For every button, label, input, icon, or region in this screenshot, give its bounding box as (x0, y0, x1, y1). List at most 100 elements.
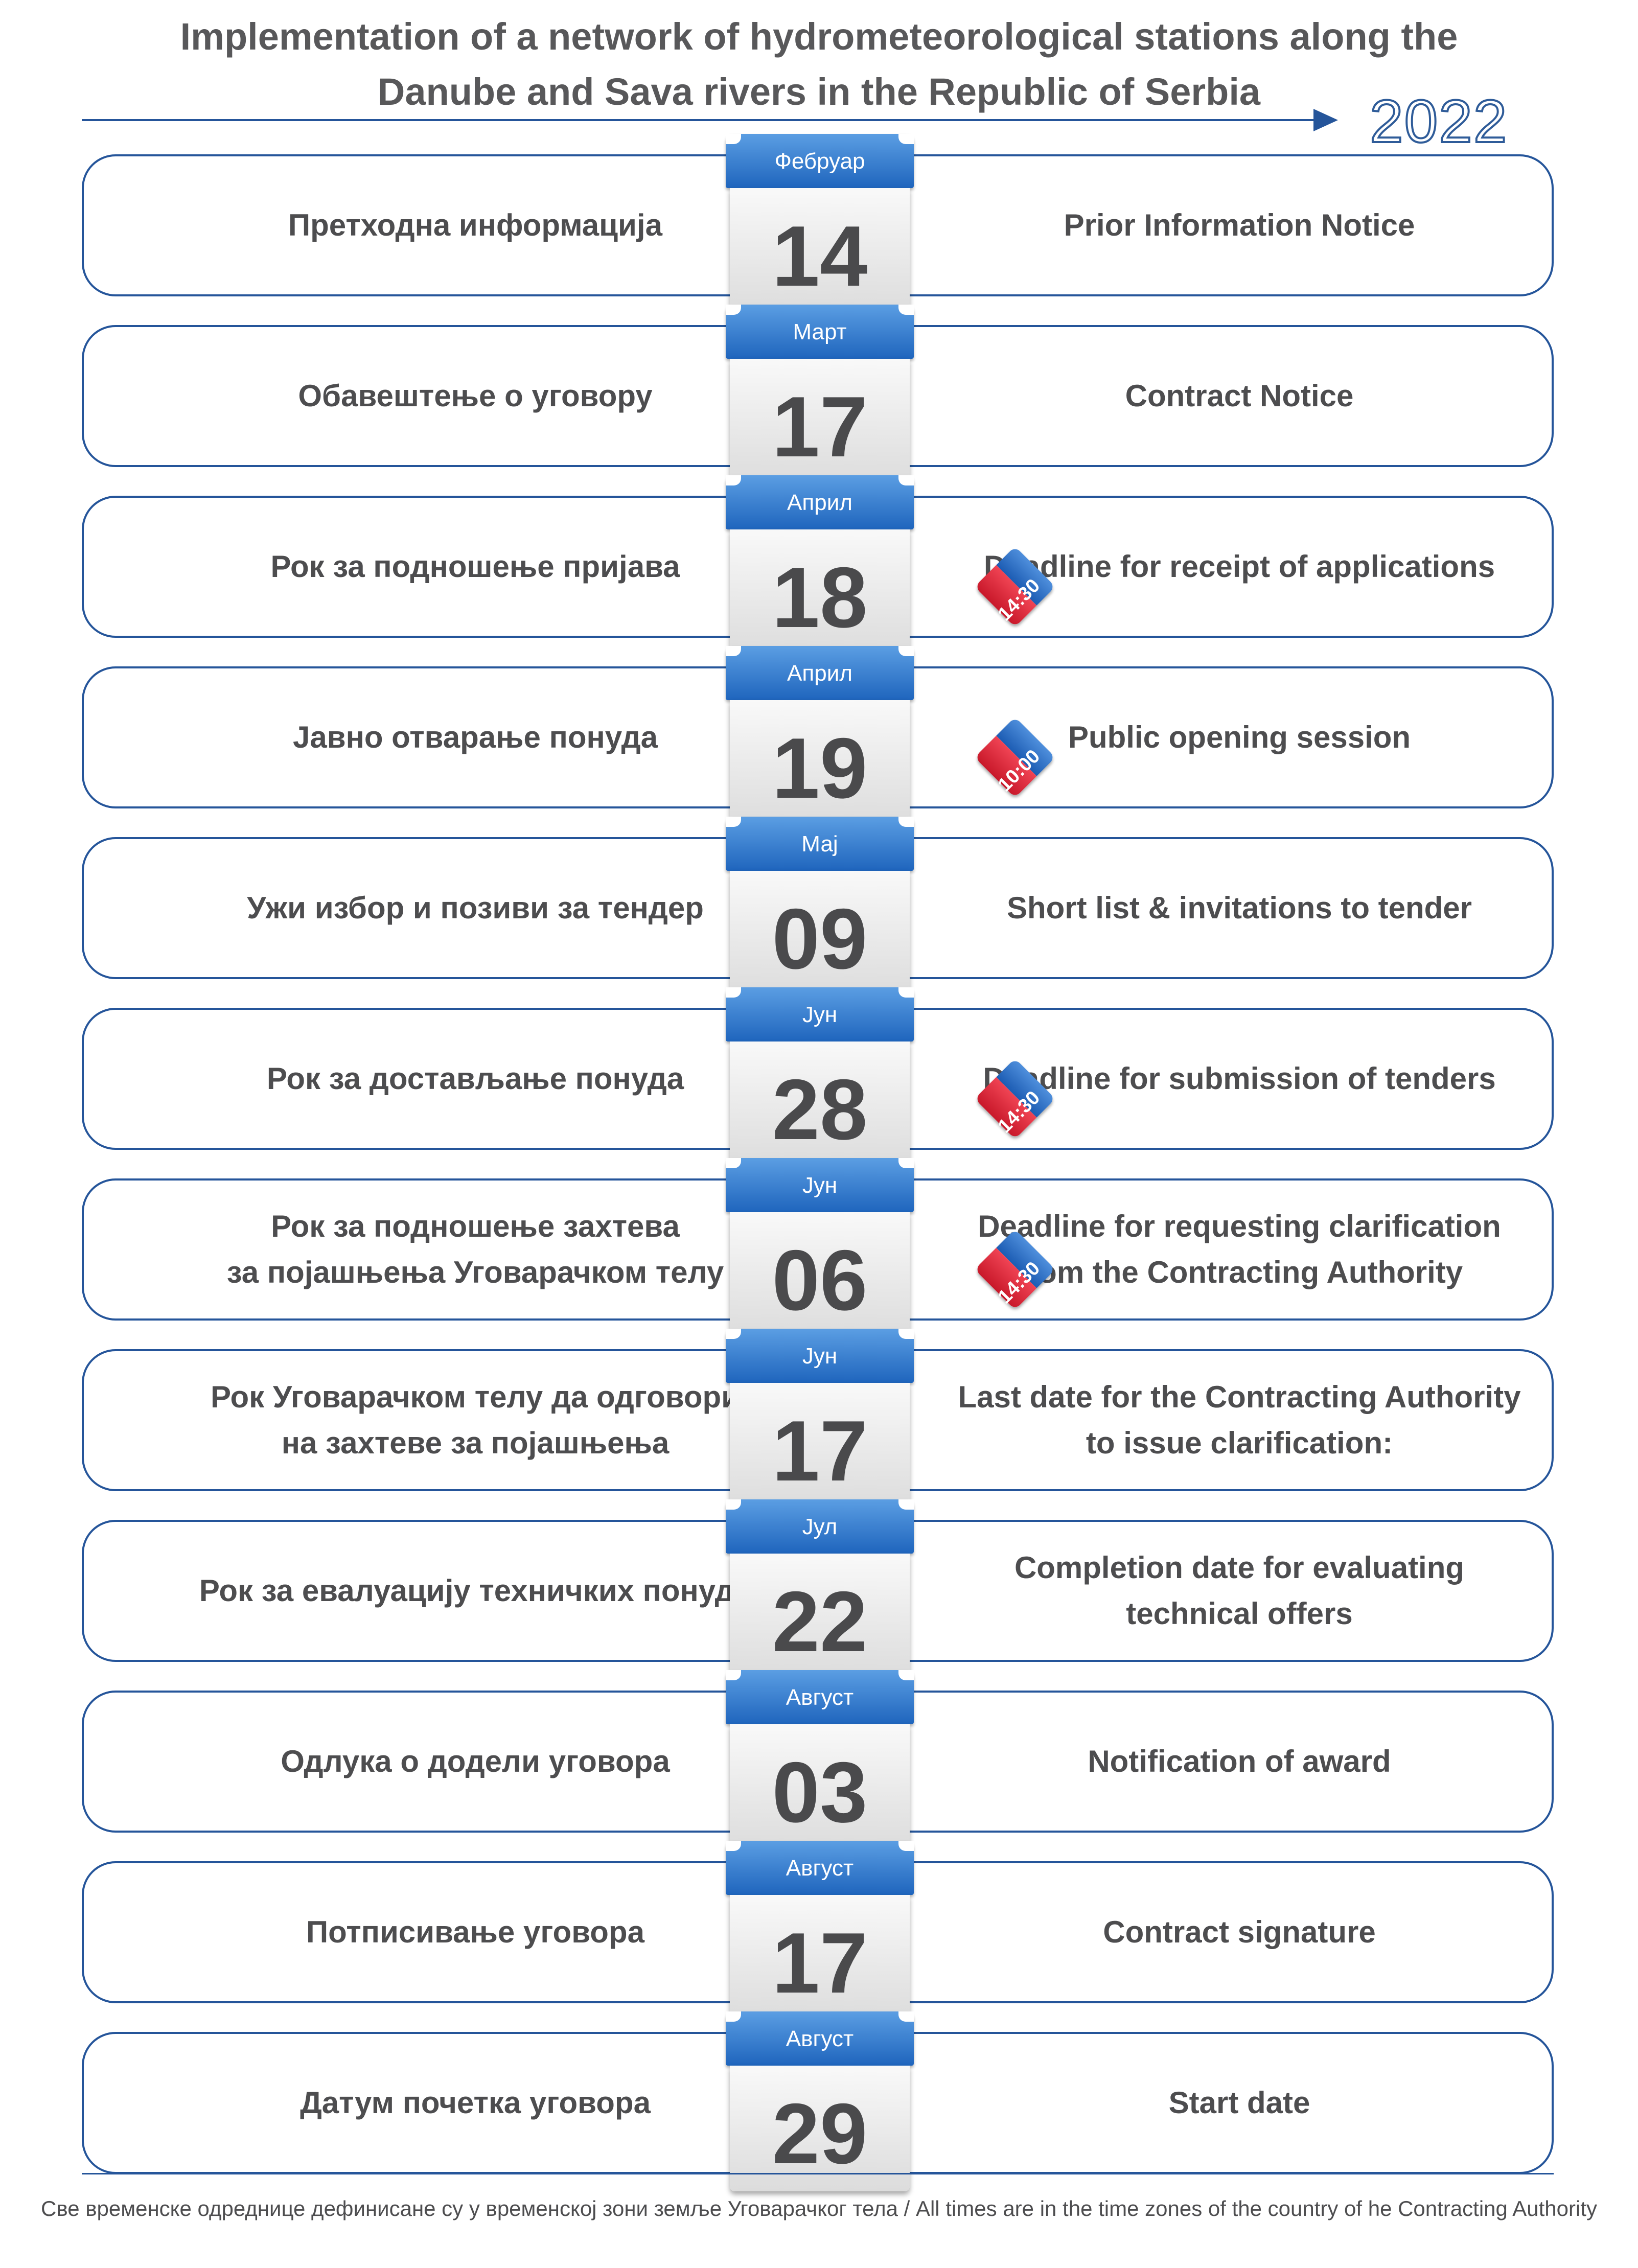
calendar-header: Август (726, 2011, 914, 2066)
title-line-1: Implementation of a network of hydromete… (180, 15, 1458, 58)
calendar-month: Август (786, 1856, 854, 1881)
calendar-day: 19 (772, 720, 868, 816)
calendar-icon: Април 19 (726, 646, 914, 829)
calendar-month: Јун (802, 1344, 838, 1369)
timeline-row: Рок за подношење захтева за појашњења Уг… (82, 1158, 1554, 1338)
calendar-header: Јун (726, 987, 914, 1042)
calendar-page: 17 (730, 1895, 910, 2021)
calendar-day: 06 (772, 1232, 868, 1328)
row-label-english: Last date for the Contracting Authority … (958, 1380, 1521, 1460)
calendar-header: Мај (726, 817, 914, 871)
row-label-serbian: Јавно отварање понуда (292, 720, 658, 754)
calendar-page: 19 (730, 700, 910, 826)
timeline-row: Рок за достављање понуда Deadline for sub… (82, 987, 1554, 1167)
timeline-arrow-icon (82, 109, 1338, 131)
calendar-day: 17 (772, 1403, 868, 1499)
timeline-row: Обавештење о уговору Contract Notice Март 1… (82, 305, 1554, 484)
timeline-row: Ужи избор и позиви за тендер Short list &… (82, 817, 1554, 997)
timeline-row: Претходна информација Prior Information N… (82, 134, 1554, 314)
calendar-icon: Јун 17 (726, 1329, 914, 1512)
calendar-page: 14 (730, 188, 910, 314)
row-label-english: Completion date for evaluating technical… (1014, 1550, 1465, 1631)
row-label-english: Short list & invitations to tender (1006, 891, 1472, 925)
row-label-serbian: Рок за подношење пријава (270, 549, 680, 584)
timeline-row: Рок за подношење пријава Deadline for rec… (82, 475, 1554, 655)
row-label-english: Prior Information Notice (1064, 208, 1415, 242)
timeline-row: Одлука о додели уговора Notification of a… (82, 1670, 1554, 1850)
calendar-day: 18 (772, 549, 868, 645)
time-badge-icon: 10:00 (966, 708, 1063, 805)
page-title: Implementation of a network of hydromete… (0, 9, 1638, 120)
row-label-serbian: Датум почетка уговора (300, 2086, 651, 2120)
calendar-icon: Август 17 (726, 1841, 914, 2024)
calendar-day: 17 (772, 379, 868, 475)
row-label-english: Notification of award (1088, 1744, 1391, 1778)
calendar-page: 09 (730, 871, 910, 997)
title-line-2: Danube and Sava rivers in the Republic o… (377, 71, 1261, 113)
row-label-serbian: Рок за достављање понуда (266, 1061, 684, 1096)
calendar-page: 28 (730, 1042, 910, 1167)
row-label-serbian: Рок Уговарачком телу да одговори на захт… (210, 1380, 741, 1460)
calendar-month: Август (786, 1685, 854, 1710)
calendar-icon: Фебруар 14 (726, 134, 914, 317)
calendar-page: 29 (730, 2066, 910, 2191)
row-label-serbian: Претходна информација (288, 208, 662, 242)
row-label-serbian: Одлука о додели уговора (281, 1744, 670, 1778)
calendar-header: Март (726, 305, 914, 359)
calendar-month: Март (793, 319, 847, 344)
row-label-serbian: Обавештење о уговору (298, 379, 653, 413)
calendar-month: Фебруар (774, 149, 865, 174)
timeline-row: Рок за евалуацију техничких понуда Comple… (82, 1499, 1554, 1679)
calendar-page: 06 (730, 1212, 910, 1338)
calendar-icon: Март 17 (726, 305, 914, 488)
calendar-icon: Април 18 (726, 475, 914, 658)
calendar-icon: Мај 09 (726, 817, 914, 1000)
calendar-day: 29 (772, 2086, 868, 2182)
calendar-day: 03 (772, 1744, 868, 1840)
timeline-row: Јавно отварање понуда Public opening sess… (82, 646, 1554, 826)
time-badge-icon: 14:30 (966, 1050, 1063, 1147)
calendar-page: 17 (730, 1383, 910, 1509)
calendar-header: Фебруар (726, 134, 914, 188)
calendar-day: 22 (772, 1573, 868, 1670)
calendar-page: 18 (730, 529, 910, 655)
calendar-day: 28 (772, 1061, 868, 1158)
row-label-english: Start date (1168, 2086, 1310, 2120)
year-label: 2022 (1369, 87, 1508, 156)
footer-divider (82, 2173, 1554, 2174)
row-label-serbian: Ужи избор и позиви за тендер (247, 891, 704, 925)
calendar-month: Април (787, 661, 852, 686)
footer-note: Све временске одреднице дефинисане су у … (41, 2196, 1597, 2220)
calendar-icon: Јун 06 (726, 1158, 914, 1341)
row-label-english: Contract signature (1103, 1915, 1376, 1949)
calendar-month: Јун (802, 1002, 838, 1027)
timeline-row: Датум почетка уговора Start date Август 29 (82, 2011, 1554, 2191)
calendar-header: Јун (726, 1158, 914, 1212)
row-label-english: Public opening session (1068, 720, 1411, 754)
calendar-header: Април (726, 475, 914, 529)
calendar-day: 17 (772, 1915, 868, 2011)
calendar-header: Август (726, 1841, 914, 1895)
calendar-page: 17 (730, 359, 910, 484)
calendar-header: Јун (726, 1329, 914, 1383)
calendar-icon: Јун 28 (726, 987, 914, 1170)
timeline-row: Потписивање уговора Contract signature Авг… (82, 1841, 1554, 2021)
time-badge-icon: 14:30 (966, 1220, 1063, 1317)
timeline-row: Рок Уговарачком телу да одговори на захт… (82, 1329, 1554, 1509)
calendar-page: 22 (730, 1554, 910, 1679)
calendar-header: Јул (726, 1499, 914, 1554)
calendar-page: 03 (730, 1724, 910, 1850)
calendar-month: Април (787, 490, 852, 515)
calendar-header: Август (726, 1670, 914, 1724)
calendar-month: Мај (801, 831, 838, 857)
calendar-month: Јул (802, 1514, 838, 1539)
row-label-serbian: Потписивање уговора (306, 1915, 644, 1949)
calendar-icon: Август 03 (726, 1670, 914, 1853)
calendar-header: Април (726, 646, 914, 700)
row-label-english: Contract Notice (1125, 379, 1354, 413)
calendar-month: Август (786, 2026, 854, 2051)
calendar-month: Јун (802, 1173, 838, 1198)
calendar-icon: Август 29 (726, 2011, 914, 2194)
calendar-day: 14 (772, 208, 868, 304)
calendar-icon: Јул 22 (726, 1499, 914, 1682)
